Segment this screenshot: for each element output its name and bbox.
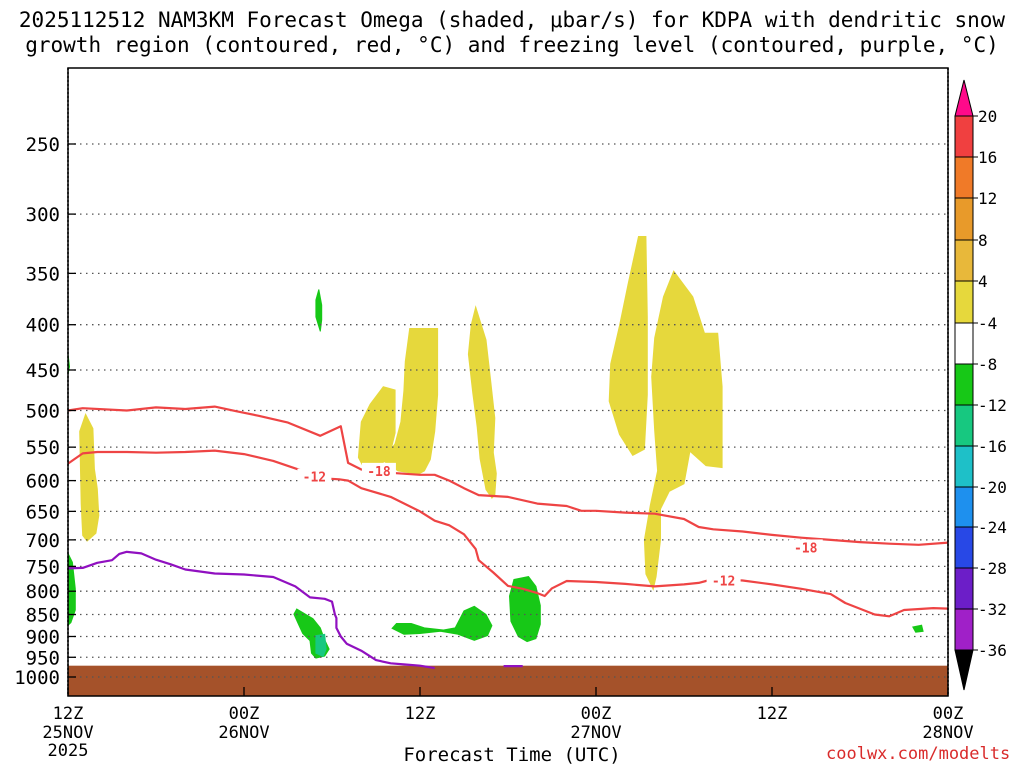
contour-line--12 [67,449,949,618]
y-tick-label-550: 550 [26,437,60,459]
terrain-fill [68,665,948,696]
y-tick-label-400: 400 [26,315,60,337]
x-axis-title: Forecast Time (UTC) [403,744,621,766]
y-tick-label-250: 250 [26,134,60,156]
colorbar-label-0: 20 [978,107,997,126]
colorbar-segment-3 [954,239,974,282]
colorbar-label-6: -8 [978,355,997,374]
x-tick-date-0: 25NOV [42,723,93,743]
contour-label--12-1: -12 [712,574,735,589]
plot-frame [67,67,949,697]
contour-label-bg--18-1 [788,539,823,555]
colorbar-segment-11 [954,567,974,610]
y-tick-label-300: 300 [26,204,60,226]
omega-region-3 [467,305,497,499]
y-tick-label-650: 650 [26,501,60,523]
colorbar-label-13: -36 [978,641,1007,660]
contour-label--18-1: -18 [794,541,818,556]
omega-region-1 [382,328,439,475]
x-tick-date-12: 26NOV [218,723,269,743]
colorbar-segment-10 [954,526,974,569]
omega-region-12 [912,624,924,633]
x-tick-date-60: 28NOV [922,723,973,743]
colorbar-label-9: -20 [978,478,1007,497]
colorbar-segment-12 [954,608,974,651]
y-tick-label-350: 350 [26,263,60,285]
omega-region-10 [391,605,493,641]
x-tick-label-0: 12Z [53,704,84,724]
y-tick-label-450: 450 [26,360,60,382]
y-tick-label-500: 500 [26,401,60,423]
omega-region-6 [315,289,323,332]
colorbar-segment-1 [954,156,974,199]
colorbar-segment-9 [954,486,974,528]
contour-label-bg--12-1 [706,572,741,588]
colorbar-label-7: -12 [978,396,1007,415]
y-tick-label-600: 600 [26,471,60,493]
colorbar-label-2: 12 [978,189,997,208]
x-tick-date-36: 27NOV [570,723,621,743]
y-tick-label-750: 750 [26,556,60,578]
colorbar-segment-4 [954,280,974,324]
omega-shading-layer [67,236,924,659]
axes: 2503003504004505005506006507007508008509… [14,67,974,761]
x-tick-label-12: 00Z [229,704,260,724]
colorbar-label-10: -24 [978,518,1007,537]
colorbar-label-12: -32 [978,600,1007,619]
x-tick-label-48: 12Z [757,704,788,724]
contour-label-bg--18-0 [361,462,396,478]
contour-layer: -18 -18 -12 -12 [67,405,949,670]
contour-label-bg--12-0 [297,468,332,484]
colorbar-label-3: 8 [978,231,988,250]
omega-region-5 [643,270,723,591]
colorbar: 20 16 12 8 4 -4 -8 -12 -16 -20 -24 -28 -32 -36 [954,79,1007,691]
colorbar-segment-8 [954,445,974,488]
contour-label--12-0: -12 [303,471,326,486]
contour-line-0 [67,550,435,670]
chart-title-line2: growth region (contoured, red, °C) and f… [25,33,999,57]
credit-link[interactable]: coolwx.com/modelts [826,744,1011,764]
y-tick-label-850: 850 [26,605,60,627]
y-tick-label-900: 900 [26,626,60,648]
terrain-layer [68,665,948,696]
y-tick-label-700: 700 [26,530,60,552]
omega-region-13 [315,633,327,658]
colorbar-segment-2 [954,197,974,241]
x-tick-label-36: 00Z [581,704,612,724]
gridlines [68,143,948,678]
y-tick-label-800: 800 [26,581,60,603]
colorbar-segment-5 [954,322,974,365]
colorbar-label-4: 4 [978,272,988,291]
colorbar-segment-0 [954,115,974,158]
omega-region-0 [79,413,100,542]
contour-line--18 [67,405,949,546]
contour-label--18-0: -18 [367,465,391,480]
colorbar-label-11: -28 [978,559,1007,578]
x-tick-label-24: 12Z [405,704,436,724]
colorbar-segment-6 [954,363,974,406]
colorbar-top-triangle [954,79,974,117]
colorbar-label-8: -16 [978,437,1007,456]
chart-title-line1: 2025112512 NAM3KM Forecast Omega (shaded… [18,8,1006,32]
x-tick-label-60: 00Z [933,704,964,724]
y-tick-label-1000: 1000 [14,667,60,689]
y-tick-label-950: 950 [26,647,60,669]
colorbar-segment-7 [954,404,974,447]
x-tick-year-0: 2025 [48,741,89,761]
colorbar-label-5: -4 [978,314,997,333]
colorbar-label-1: 16 [978,148,997,167]
omega-region-4 [608,236,648,457]
colorbar-bottom-triangle [954,649,974,691]
